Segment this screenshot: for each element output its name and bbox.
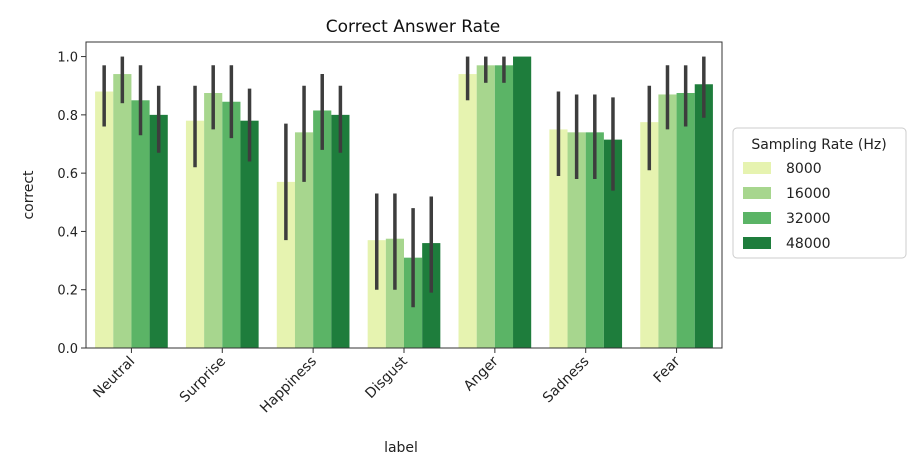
legend-swatch-32000 (743, 212, 771, 224)
bar-happiness-32000 (313, 110, 332, 349)
x-axis-label: label (384, 440, 418, 456)
y-axis-label: correct (21, 170, 37, 220)
bar-neutral-48000 (149, 114, 168, 348)
bar-sadness-48000 (603, 139, 623, 348)
bar-happiness-48000 (331, 114, 350, 348)
bar-surprise-8000 (185, 120, 205, 348)
bars-layer (95, 56, 713, 349)
bar-sadness-16000 (567, 132, 586, 348)
y-tick-label: 0.4 (57, 225, 78, 240)
bar-anger-16000 (476, 65, 495, 348)
bar-neutral-8000 (95, 91, 114, 348)
bar-surprise-48000 (240, 120, 259, 348)
x-axis: Neutral Surprise Happiness Disgust Anger Sadn… (90, 348, 684, 417)
x-tick-label-surprise: Surprise (177, 354, 229, 406)
bar-disgust-48000 (422, 243, 441, 348)
bar-fear-16000 (658, 94, 677, 349)
legend-label-48000: 48000 (786, 236, 831, 252)
x-tick-label-neutral: Neutral (90, 354, 138, 402)
bar-anger-48000 (513, 56, 532, 348)
bar-disgust-16000 (385, 238, 404, 348)
bar-fear-8000 (640, 122, 659, 348)
bar-neutral-16000 (113, 74, 132, 348)
bar-fear-48000 (694, 84, 713, 348)
legend-label-8000: 8000 (786, 161, 822, 177)
x-tick-label-happiness: Happiness (257, 354, 320, 417)
legend-items: 8000 16000 32000 48000 (743, 161, 831, 252)
y-tick-label: 0.0 (57, 342, 78, 357)
bar-disgust-8000 (367, 240, 386, 348)
bar-surprise-32000 (222, 101, 241, 349)
legend-label-16000: 16000 (786, 186, 831, 202)
bar-happiness-8000 (276, 181, 295, 348)
bar-sadness-32000 (585, 132, 604, 348)
legend-swatch-8000 (743, 162, 771, 174)
y-tick-label: 0.2 (57, 284, 78, 299)
x-tick-label-anger: Anger (461, 353, 502, 394)
y-tick-label: 1.0 (57, 51, 78, 66)
legend-box (732, 127, 907, 259)
bar-fear-32000 (676, 93, 695, 348)
legend-swatch-16000 (743, 187, 771, 199)
y-tick-label: 0.8 (57, 109, 78, 124)
x-tick-label-disgust: Disgust (362, 353, 411, 402)
error-bars-layer (102, 56, 706, 308)
bar-anger-8000 (458, 74, 477, 348)
legend-swatch-48000 (743, 237, 771, 249)
bar-happiness-16000 (294, 132, 314, 348)
x-tick-label-sadness: Sadness (540, 354, 593, 407)
y-tick-label: 0.6 (57, 167, 78, 182)
legend-title: Sampling Rate (Hz) (751, 137, 886, 153)
bar-neutral-32000 (131, 100, 150, 348)
x-tick-label-fear: Fear (651, 353, 684, 386)
bar-anger-32000 (494, 65, 514, 348)
chart-title: Correct Answer Rate (326, 17, 500, 37)
bar-sadness-8000 (549, 129, 568, 348)
legend: Sampling Rate (Hz) 8000 16000 32000 48000 (732, 127, 907, 259)
y-axis: 0.0 0.2 0.4 0.6 0.8 1.0 (57, 51, 86, 357)
bar-surprise-16000 (204, 93, 223, 348)
legend-label-32000: 32000 (786, 211, 831, 227)
